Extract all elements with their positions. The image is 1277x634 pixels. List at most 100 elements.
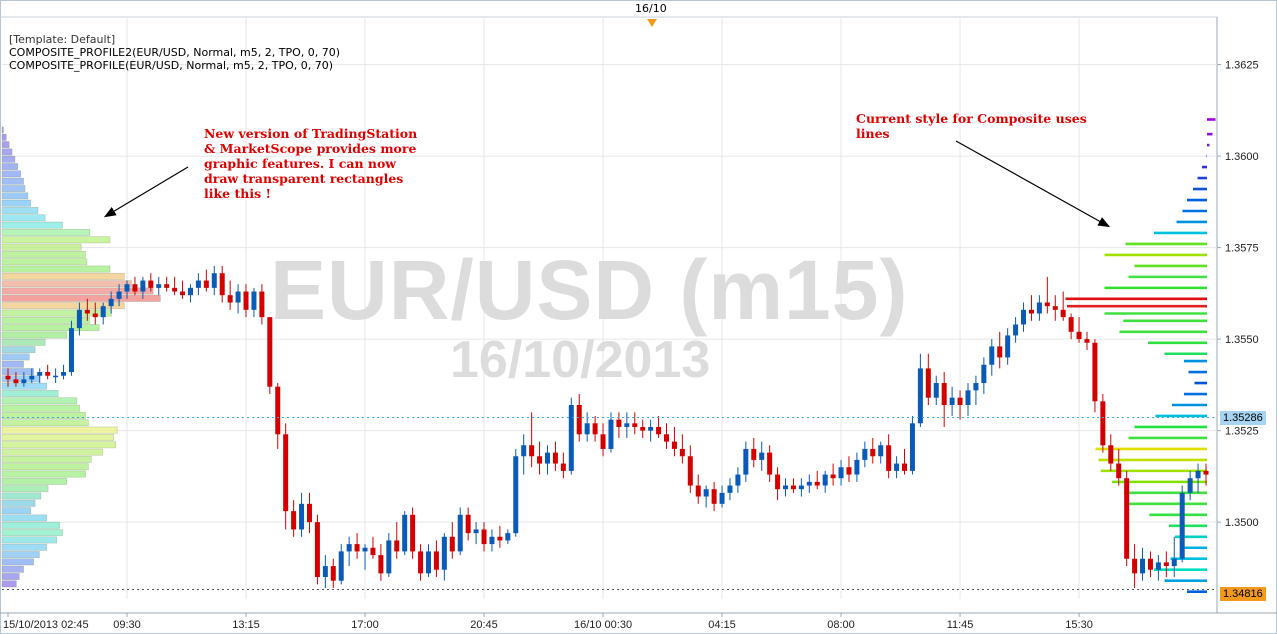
profile-bar-left [1,324,100,332]
candle-body [354,544,360,552]
candle-body [275,386,281,435]
profile-bar-left [1,536,58,544]
profile-bar-left [1,514,47,522]
profile-bar-left [1,485,49,493]
left-annotation-line: New version of TradingStation [204,126,418,141]
watermark-symbol: EUR/USD (m15) [270,243,909,337]
profile-bar-left [1,368,34,376]
current-price-badge: 1.35286 [1220,411,1266,425]
x-tick-label: 20:45 [470,619,498,631]
candle-body [854,459,860,475]
y-tick-label: 1.3500 [1225,517,1259,529]
left-annotation-line: graphic features. I can now [204,156,397,171]
candle-body [259,291,265,318]
candle-body [902,463,908,471]
profile-bar-left [1,338,46,346]
candle-body [838,467,844,479]
profile-bar-left [1,141,10,149]
candle-body [1124,478,1130,559]
candle-body [195,280,201,288]
candle-body [576,405,582,435]
candle-body [592,423,598,435]
candle-body [616,419,622,427]
candle-body [1132,558,1138,574]
profile-bar-left [1,412,86,419]
profile-bar-left [1,287,154,295]
candle-body [203,280,209,288]
y-tick-label: 1.3550 [1225,334,1259,346]
candle-body [1195,470,1201,479]
candle-body [37,372,43,376]
candle-body [1092,342,1098,402]
indicator-legend-1[interactable]: COMPOSITE_PROFILE2(EUR/USD, Normal, m5, … [9,46,341,59]
profile-bar-left [1,390,59,397]
candle-body [362,547,368,552]
candle-body [600,434,606,449]
candle-body [433,551,439,570]
candle-body [513,456,519,534]
candle-body [243,291,249,310]
candle-body [84,309,90,314]
candle-body [1179,492,1185,559]
profile-bar-left [1,477,68,485]
y-tick-label: 1.3525 [1225,426,1259,438]
candle-body [21,379,27,384]
candle-body [909,423,915,471]
candle-body [917,368,923,424]
candle-body [933,383,939,398]
profile-bar-left [1,302,125,310]
profile-bar-left [1,133,7,141]
profile-bar-left [1,565,24,573]
profile-bar-left [1,221,63,229]
candle-body [949,397,955,405]
candle-body [219,273,225,296]
candle-body [505,533,511,541]
candle-body [68,328,74,373]
x-tick-label: 15/10/2013 02:45 [3,619,89,631]
candle-body [45,372,51,376]
profile-bar-left [1,294,161,302]
profile-bar-left [1,573,20,580]
candle-body [13,379,19,384]
profile-bar-left [1,177,24,185]
candle-body [822,474,828,486]
profile-bar-left [1,360,24,368]
candle-body [656,426,662,435]
x-tick-label: 11:45 [947,619,974,631]
candle-body [862,448,868,460]
profile-bar-left [1,214,46,222]
candle-body [338,551,344,581]
profile-bar-left [1,272,125,280]
candle-body [29,375,35,380]
profile-bar-left [1,331,68,339]
profile-bar-left [1,243,82,251]
candle-body [814,481,820,486]
candle-body [560,463,566,471]
candle-body [1068,317,1074,332]
candle-body [227,295,233,303]
candle-body [1187,478,1193,493]
x-tick-label: 09:30 [113,619,141,631]
candle-body [703,489,709,497]
candle-body [719,492,725,504]
profile-bar-left [1,419,89,427]
profile-bar-left [1,433,114,441]
watermark-date: 16/10/2013 [450,331,711,389]
candle-body [584,423,590,435]
indicator-legend-2[interactable]: COMPOSITE_PROFILE(EUR/USD, Normal, m5, 2… [9,59,334,72]
left-annotation-line: & MarketScope provides more [204,141,417,156]
candle-body [632,423,638,427]
candle-body [394,540,400,552]
profile-bar-left [1,353,30,361]
profile-bar-left [1,580,17,588]
candle-body [283,434,289,512]
candle-body [775,474,781,490]
profile-bar-left [1,185,26,192]
low-price-badge: 1.34816 [1220,587,1266,601]
candle-body [187,287,193,296]
candle-body [521,445,527,457]
candle-body [830,474,836,479]
candle-body [306,503,312,523]
